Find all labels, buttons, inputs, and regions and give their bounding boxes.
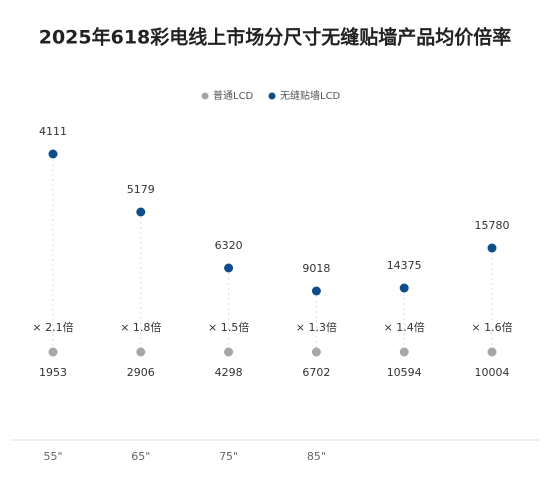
legend-label: 普通LCD — [213, 89, 254, 102]
dot — [487, 243, 497, 253]
x-tick-label: 65" — [131, 450, 150, 463]
dot — [136, 207, 146, 217]
value-label: 10594 — [387, 366, 422, 379]
dot — [136, 347, 146, 357]
legend-label: 无缝贴墙LCD — [280, 89, 341, 102]
value-label: 2906 — [127, 366, 155, 379]
value-label: 6320 — [215, 239, 243, 252]
annotation: × 1.5倍 — [208, 320, 249, 334]
dot — [399, 283, 409, 293]
dot — [311, 286, 321, 296]
value-label: 9018 — [302, 262, 330, 275]
dot — [224, 347, 234, 357]
legend-marker — [268, 92, 276, 100]
dot — [399, 347, 409, 357]
annotation: × 2.1倍 — [32, 320, 73, 334]
dot — [224, 263, 234, 273]
x-tick-label: 55" — [43, 450, 62, 463]
annotation: × 1.8倍 — [120, 320, 161, 334]
value-label: 10004 — [475, 366, 510, 379]
value-label: 15780 — [475, 219, 510, 232]
dot — [48, 149, 58, 159]
chart-title: 2025年618彩电线上市场分尺寸无缝贴墙产品均价倍率 — [39, 26, 512, 49]
value-label: 14375 — [387, 259, 422, 272]
x-tick-label: 75" — [219, 450, 238, 463]
value-label: 4111 — [39, 125, 67, 138]
legend-marker — [201, 92, 209, 100]
dot — [311, 347, 321, 357]
annotation: × 1.4倍 — [384, 320, 425, 334]
value-label: 5179 — [127, 183, 155, 196]
annotation: × 1.6倍 — [471, 320, 512, 334]
value-label: 1953 — [39, 366, 67, 379]
value-label: 6702 — [302, 366, 330, 379]
dot — [487, 347, 497, 357]
value-label: 4298 — [215, 366, 243, 379]
annotation: × 1.3倍 — [296, 320, 337, 334]
dot — [48, 347, 58, 357]
x-tick-label: 85" — [307, 450, 326, 463]
